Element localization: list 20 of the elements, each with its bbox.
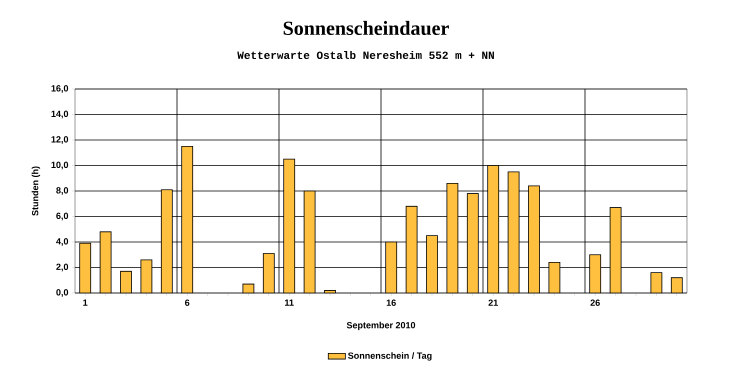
y-axis-title: Stunden (h) — [32, 166, 40, 216]
legend-label: Sonnenschein / Tag — [348, 352, 432, 361]
y-tick-label: 8,0 — [56, 187, 68, 195]
y-tick-label: 2,0 — [56, 264, 68, 272]
x-tick-label: 26 — [590, 300, 600, 306]
y-tick-label: 12,0 — [52, 136, 68, 144]
y-tick-label: 16,0 — [52, 85, 68, 93]
x-tick-label: 6 — [185, 300, 190, 306]
x-tick-label: 11 — [285, 300, 294, 306]
x-tick-label: 21 — [488, 300, 498, 306]
chart-subtitle: Wetterwarte Ostalb Neresheim 552 m + NN — [237, 50, 494, 60]
chart-title: Sonnenscheindauer — [284, 20, 449, 36]
y-tick-label: 10,0 — [52, 162, 68, 170]
y-tick-label: 6,0 — [56, 212, 68, 220]
x-tick-label: 1 — [83, 300, 88, 306]
x-tick-label: 16 — [386, 300, 396, 306]
y-tick-label: 0,0 — [56, 289, 68, 297]
x-axis-title: September 2010 — [346, 322, 416, 330]
y-tick-label: 14,0 — [52, 110, 68, 118]
y-tick-label: 4,0 — [56, 238, 68, 246]
